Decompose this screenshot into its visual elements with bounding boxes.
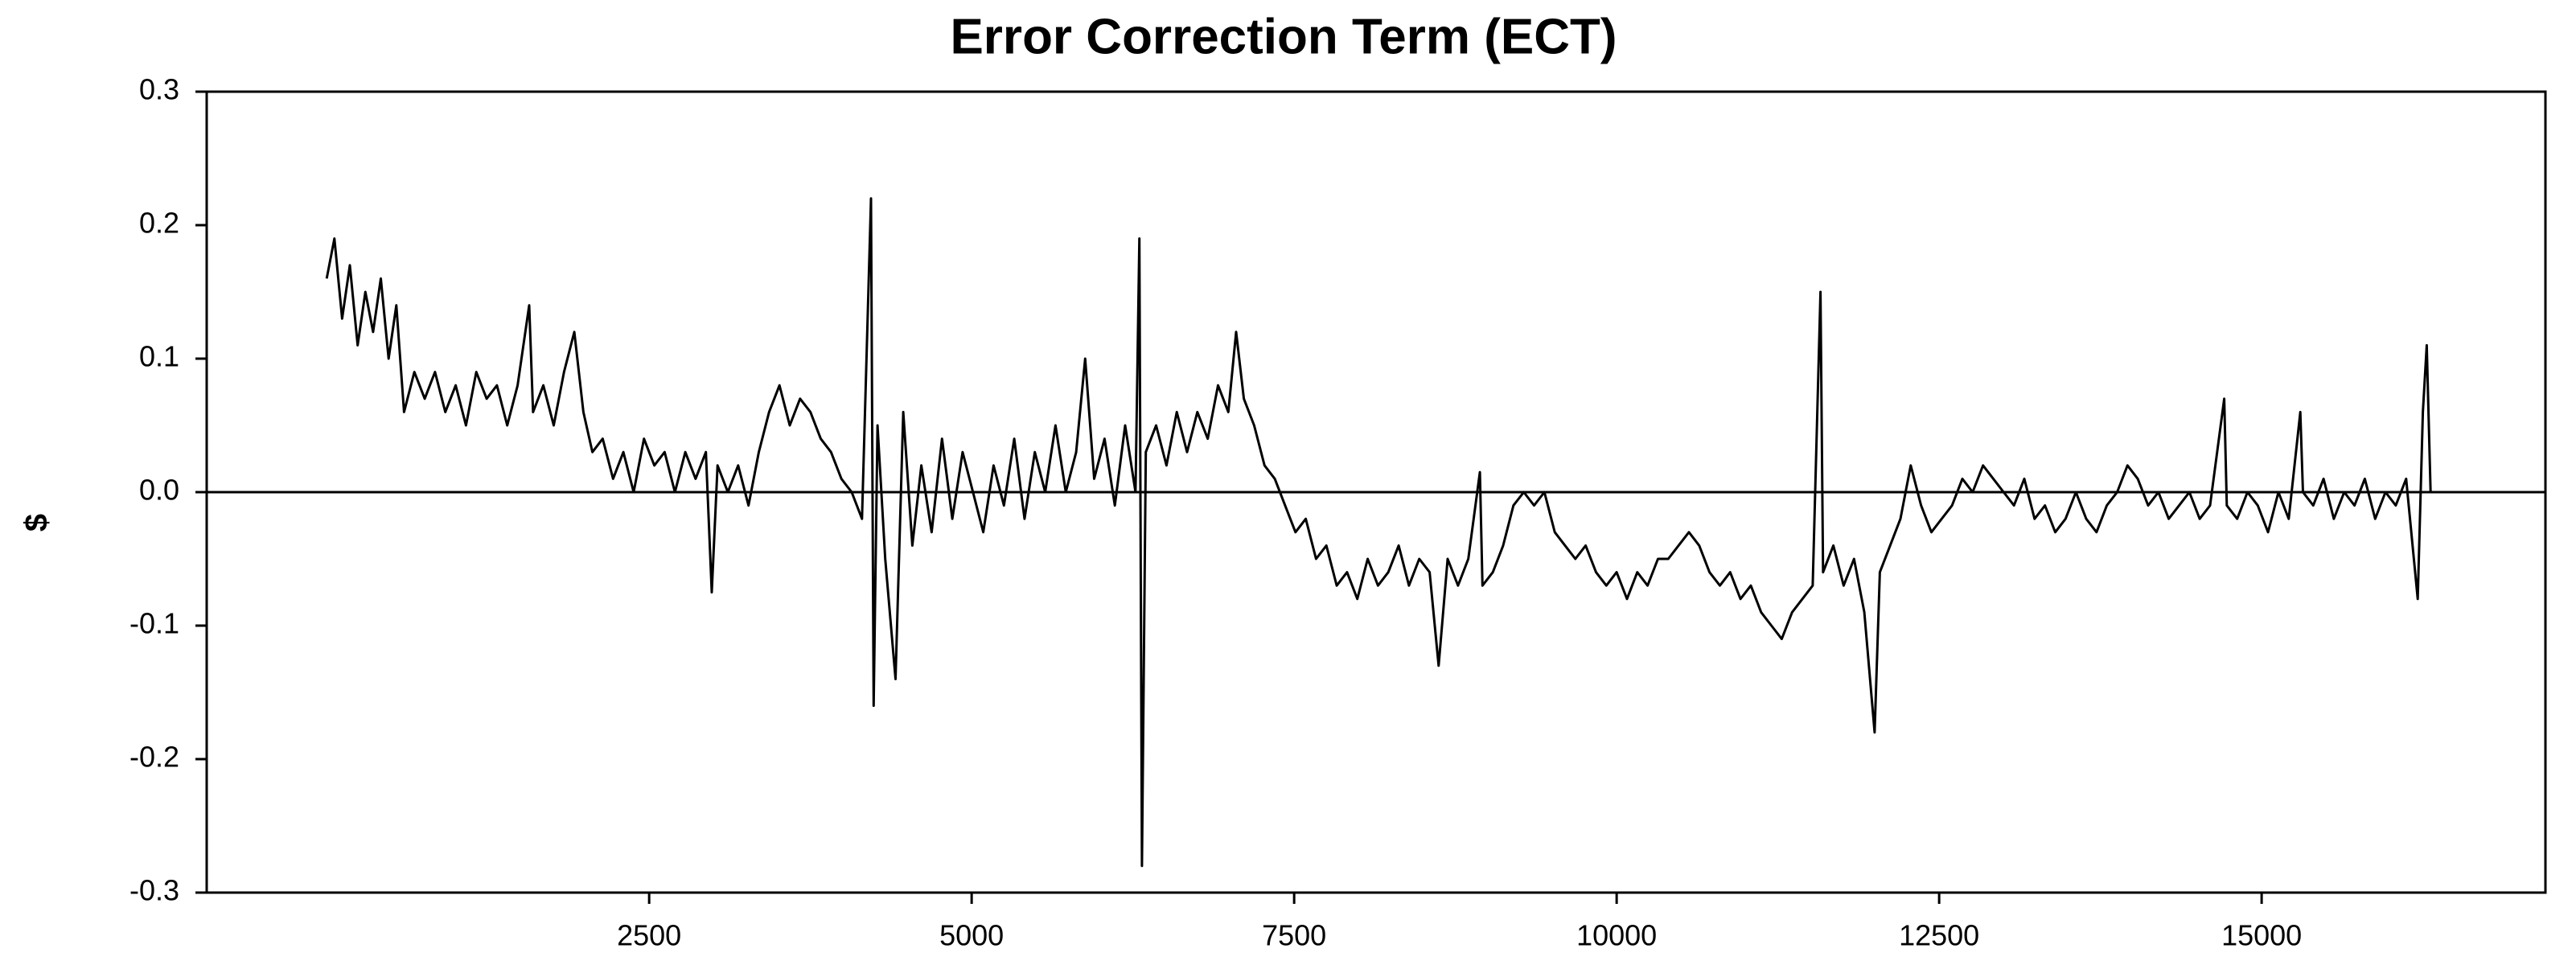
y-axis-label: $ <box>19 514 55 532</box>
chart-title: Error Correction Term (ECT) <box>950 9 1617 64</box>
x-tick-label: 15000 <box>2221 919 2302 952</box>
x-tick-label: 5000 <box>939 919 1004 952</box>
x-tick-label: 7500 <box>1262 919 1326 952</box>
ect-line <box>325 197 2432 868</box>
y-tick-label: -0.3 <box>129 874 179 907</box>
x-tick-label: 10000 <box>1576 919 1657 952</box>
y-tick-label: 0.2 <box>139 207 179 240</box>
y-tick-label: 0.3 <box>139 73 179 106</box>
y-tick-label: 0.1 <box>139 340 179 373</box>
y-tick-label: -0.2 <box>129 741 179 774</box>
y-tick-label: 0.0 <box>139 474 179 507</box>
x-tick-label: 12500 <box>1899 919 1979 952</box>
y-tick-label: -0.1 <box>129 607 179 640</box>
x-tick-label: 2500 <box>617 919 681 952</box>
